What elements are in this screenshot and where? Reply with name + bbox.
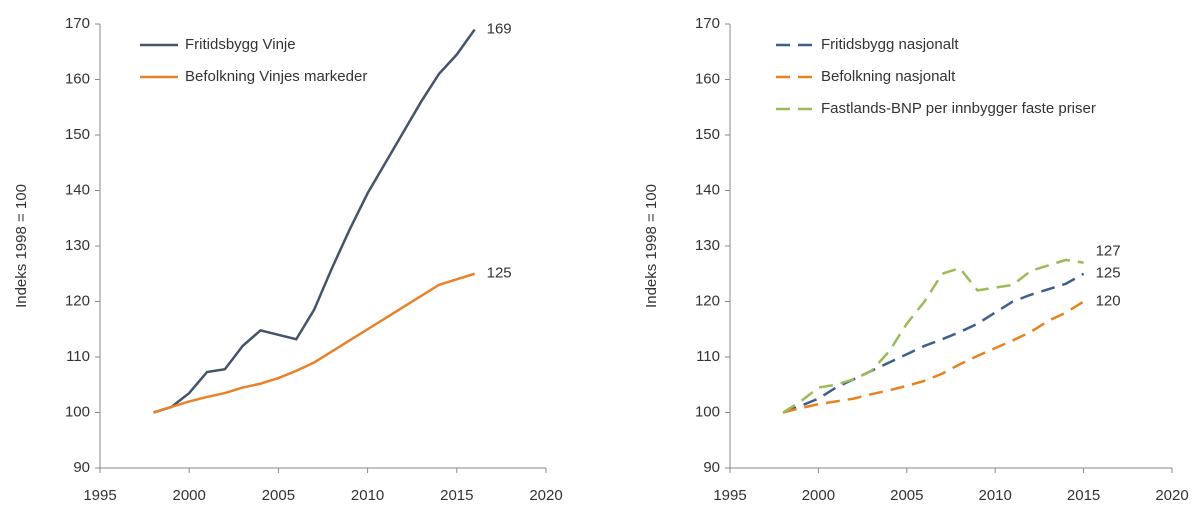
- y-tick-label: 120: [65, 292, 90, 309]
- y-tick-label: 110: [66, 348, 90, 365]
- x-tick-label: 2005: [890, 487, 923, 504]
- series-line: [153, 28, 476, 414]
- series-line: [782, 300, 1085, 414]
- y-tick-label: 150: [65, 126, 90, 143]
- end-label: 127: [1096, 243, 1121, 260]
- y-tick-label: 120: [695, 292, 720, 309]
- x-tick-label: 2000: [173, 487, 206, 504]
- y-axis-label: Indeks 1998 = 100: [13, 184, 30, 308]
- x-tick-label: 2005: [262, 487, 295, 504]
- y-tick-label: 150: [695, 126, 720, 143]
- x-tick-label: 2010: [979, 487, 1012, 504]
- y-tick-label: 100: [695, 403, 720, 420]
- legend-label: Fritidsbygg nasjonalt: [821, 36, 959, 53]
- x-tick-label: 2020: [529, 487, 562, 504]
- y-tick-label: 110: [696, 348, 720, 365]
- x-tick-label: 1995: [713, 487, 746, 504]
- y-tick-label: 170: [695, 15, 720, 32]
- end-label: 120: [1096, 292, 1121, 309]
- legend-label: Fritidsbygg Vinje: [185, 36, 296, 53]
- y-tick-label: 100: [65, 403, 90, 420]
- y-axis-label: Indeks 1998 = 100: [643, 184, 660, 308]
- legend-label: Befolkning Vinjes markeder: [185, 68, 367, 85]
- y-tick-label: 90: [73, 459, 90, 476]
- series-line: [153, 272, 476, 414]
- y-tick-label: 130: [65, 237, 90, 254]
- legend-label: Fastlands-BNP per innbygger faste priser: [821, 100, 1096, 117]
- legend-label: Befolkning nasjonalt: [821, 68, 956, 85]
- end-label: 125: [1096, 265, 1121, 282]
- x-tick-label: 2015: [440, 487, 473, 504]
- end-label: 169: [487, 21, 512, 38]
- x-tick-label: 2020: [1155, 487, 1188, 504]
- x-tick-label: 2015: [1067, 487, 1100, 504]
- y-tick-label: 90: [703, 459, 720, 476]
- series-line: [782, 272, 1085, 414]
- y-tick-label: 170: [65, 15, 90, 32]
- series-line: [782, 258, 1084, 414]
- y-tick-label: 160: [65, 70, 90, 87]
- x-tick-label: 2010: [351, 487, 384, 504]
- y-tick-label: 130: [695, 237, 720, 254]
- x-tick-label: 2000: [802, 487, 835, 504]
- end-label: 125: [487, 265, 512, 282]
- y-tick-label: 140: [695, 181, 720, 198]
- y-tick-label: 140: [65, 181, 90, 198]
- y-tick-label: 160: [695, 70, 720, 87]
- x-tick-label: 1995: [83, 487, 116, 504]
